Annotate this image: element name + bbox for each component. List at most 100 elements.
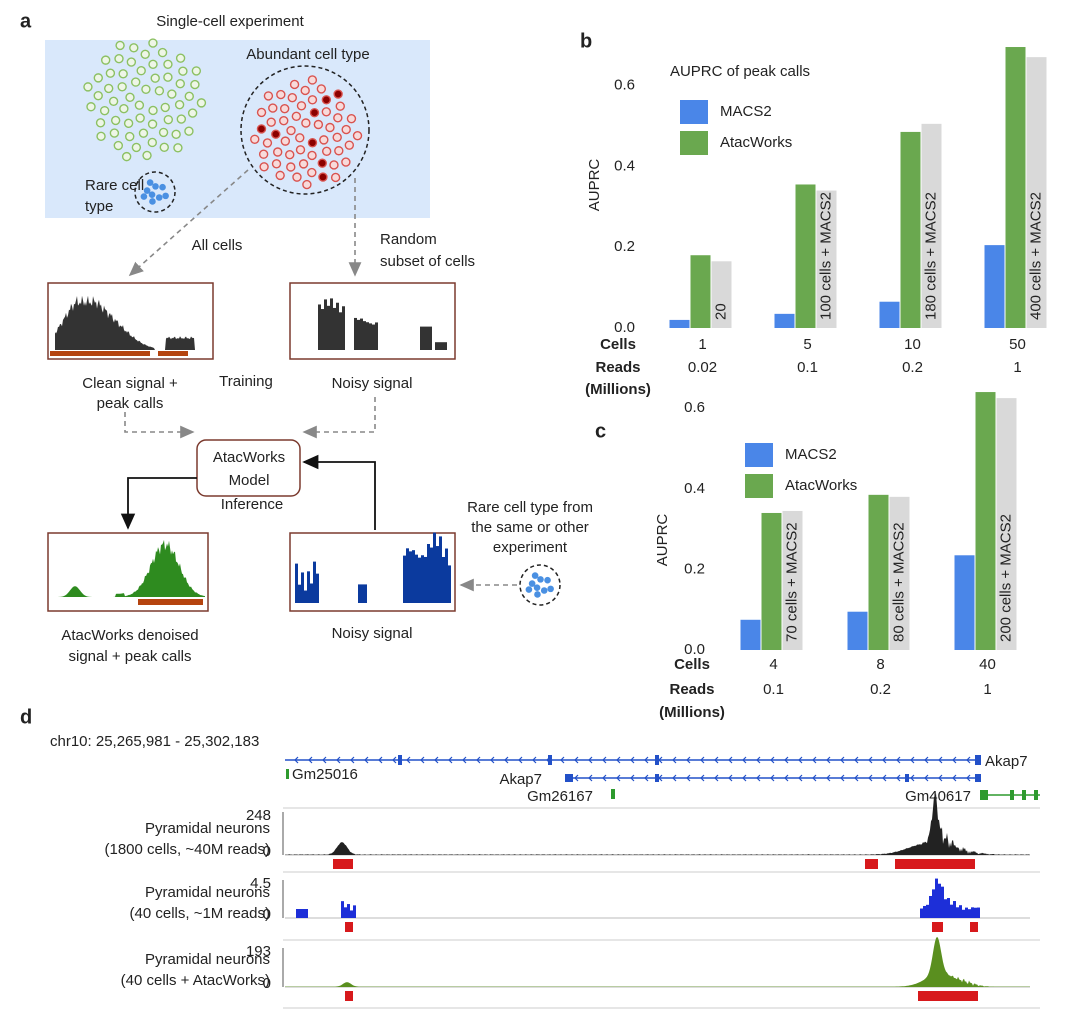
- track-max: 4.5: [250, 875, 271, 892]
- signal-bar: [929, 895, 932, 918]
- cell: [321, 146, 332, 156]
- cell: [352, 130, 363, 141]
- peak: [333, 859, 353, 869]
- label: Rare cell type from: [467, 499, 593, 516]
- exon: [655, 755, 659, 765]
- label: Rare cell: [85, 177, 144, 194]
- cell: [256, 124, 267, 134]
- signal-bar: [418, 557, 421, 603]
- cell: [152, 183, 159, 190]
- cell: [286, 125, 296, 136]
- cell: [162, 192, 169, 200]
- cell: [330, 172, 341, 183]
- rare-cluster-2: [519, 564, 561, 606]
- cell: [104, 83, 114, 94]
- signal-bar: [956, 907, 959, 918]
- x-axis-label: Cells: [674, 656, 710, 673]
- signal-bar: [947, 898, 950, 918]
- signal-bar: [433, 532, 436, 603]
- x-tick-label: 1: [698, 336, 706, 353]
- cell: [547, 585, 554, 593]
- cell: [271, 129, 281, 139]
- peak: [970, 922, 978, 932]
- cell: [307, 138, 318, 148]
- exon: [565, 774, 573, 782]
- bar: [868, 494, 889, 650]
- cell: [119, 104, 129, 114]
- reference-bar: [996, 398, 1017, 650]
- cell: [83, 82, 93, 92]
- reads-label: 1: [1013, 359, 1021, 376]
- bar: [740, 619, 761, 650]
- signal-bar: [953, 901, 956, 918]
- legend-swatch: [745, 474, 773, 498]
- x-axis-label: Cells: [600, 336, 636, 353]
- signal-bar: [444, 342, 447, 350]
- cell: [100, 55, 111, 65]
- cell: [319, 135, 329, 145]
- y-tick-label: 0.0: [614, 319, 635, 336]
- cell: [335, 101, 345, 111]
- signal-bar: [426, 326, 429, 350]
- cell: [143, 187, 151, 194]
- label: All cells: [192, 237, 243, 254]
- track-min: 0: [263, 906, 271, 923]
- signal-bar: [406, 548, 409, 603]
- model-box: [196, 439, 301, 497]
- peak: [345, 922, 353, 932]
- cell: [121, 151, 132, 162]
- track-label: Pyramidal neurons: [145, 951, 270, 968]
- cell: [126, 57, 137, 67]
- signal-bar: [324, 299, 327, 350]
- cell: [93, 90, 103, 101]
- gene-label: Akap7: [499, 771, 542, 788]
- exon: [548, 755, 552, 765]
- reads-label: 0.02: [688, 359, 717, 376]
- cell: [259, 162, 269, 172]
- signal-bar: [360, 318, 363, 350]
- signal-bar: [439, 536, 442, 603]
- cell: [163, 114, 174, 125]
- bar-annotation: 20: [712, 303, 729, 320]
- cell: [115, 40, 125, 51]
- cell: [141, 84, 151, 94]
- gene-mark: [611, 789, 615, 799]
- cell: [158, 127, 169, 138]
- cell: [99, 105, 110, 116]
- cell: [307, 150, 317, 161]
- track-label: (40 cells, ~1M reads): [130, 905, 270, 922]
- legend-swatch: [680, 131, 708, 155]
- cell: [533, 584, 541, 592]
- signal-bar: [420, 326, 423, 350]
- legend-label: AtacWorks: [720, 134, 792, 151]
- peak: [50, 351, 150, 356]
- cell: [148, 38, 158, 48]
- gene-strand: [294, 756, 971, 764]
- cell: [307, 167, 317, 178]
- signal-bar: [363, 321, 366, 350]
- signal-bar: [366, 322, 369, 350]
- signal-bar: [442, 556, 445, 603]
- signal-bar: [347, 904, 350, 918]
- y-tick-label: 0.4: [614, 157, 635, 174]
- cell: [95, 118, 106, 128]
- cell: [287, 92, 297, 103]
- signal-bar: [313, 561, 316, 603]
- label: type: [85, 198, 113, 215]
- cell: [321, 95, 332, 105]
- bar: [847, 611, 868, 650]
- signal-bar: [330, 298, 333, 350]
- track-label: Pyramidal neurons: [145, 884, 270, 901]
- panel-letter: b: [580, 30, 592, 52]
- signal-bar: [920, 908, 923, 918]
- cell: [175, 53, 186, 63]
- signal-bar: [424, 556, 427, 603]
- signal-bar: [435, 342, 438, 350]
- peak: [158, 351, 188, 356]
- cell: [525, 586, 533, 593]
- exon: [1022, 790, 1026, 800]
- cell: [86, 102, 96, 112]
- bar: [774, 313, 795, 328]
- cell: [148, 105, 158, 116]
- signal-bar: [341, 901, 344, 918]
